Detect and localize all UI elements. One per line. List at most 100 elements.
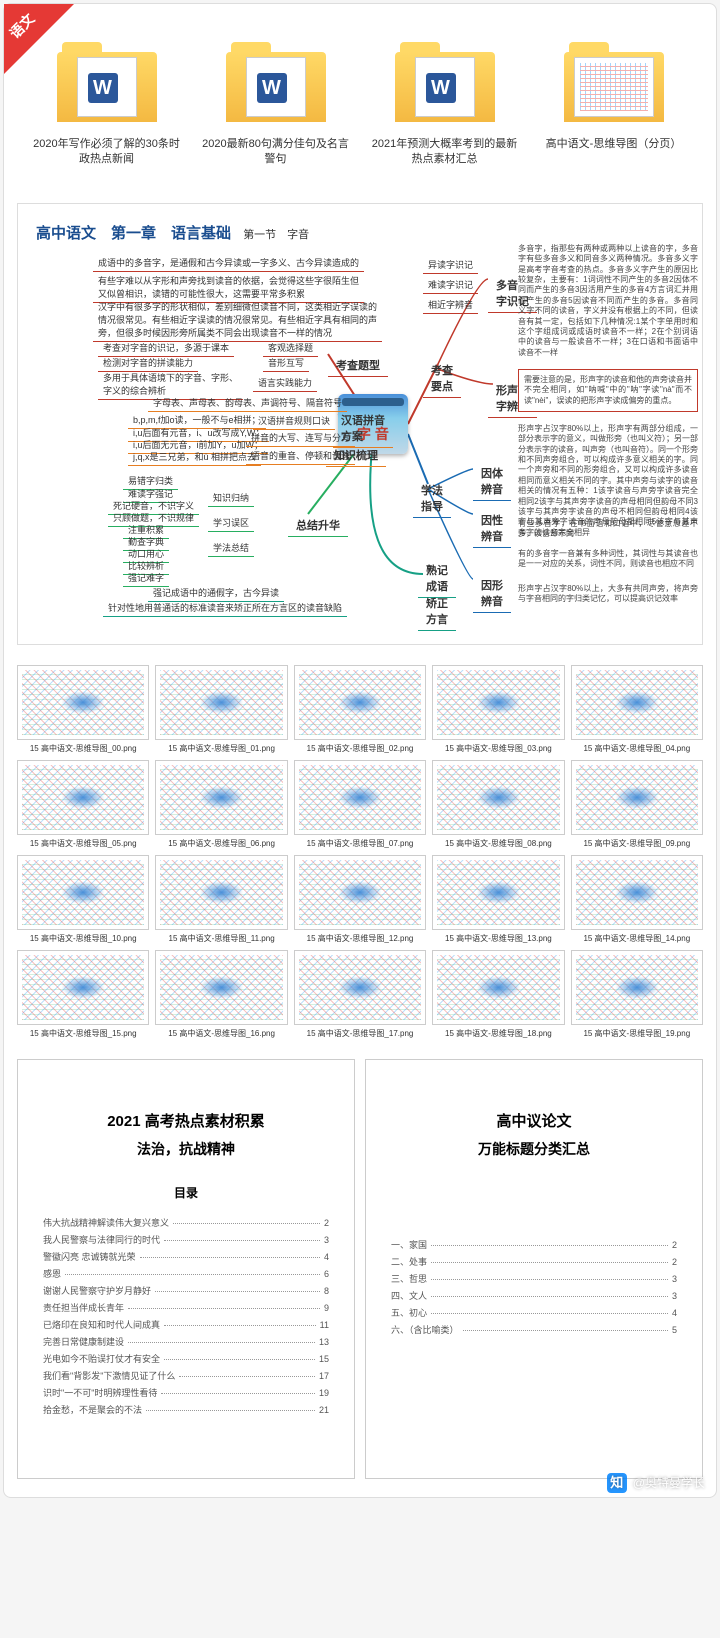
thumbnail-label: 15 高中语文-思维导图_13.png — [432, 933, 564, 944]
doc2-title: 高中议论文 — [391, 1110, 677, 1131]
thumbnail-item[interactable]: 15 高中语文-思维导图_15.png — [17, 950, 149, 1039]
mindmap-textbox: 多音字，指那些有两种或两种以上读音的字，多音字有些多音多义和同音多义两种情况。多… — [518, 244, 698, 358]
doc-page-2: 高中议论文 万能标题分类汇总 一、家国2二、处事2三、哲思3四、文人3五、初心4… — [365, 1059, 703, 1479]
mindmap-textbox: 需要注意的是，形声字的读音和他的声旁读音并不完全相同，如"呐喊"中的"呐"字读"… — [518, 369, 698, 412]
thumbnail-item[interactable]: 15 高中语文-思维导图_02.png — [294, 665, 426, 754]
mindmap-node: 语言实践能力 — [253, 374, 317, 392]
thumbnail-image — [432, 665, 564, 740]
thumbnail-item[interactable]: 15 高中语文-思维导图_18.png — [432, 950, 564, 1039]
folder-label: 高中语文-思维导图（分页） — [534, 137, 694, 152]
thumbnail-image — [432, 855, 564, 930]
toc-line: 四、文人3 — [391, 1289, 677, 1302]
thumbnail-label: 15 高中语文-思维导图_07.png — [294, 838, 426, 849]
title-sub: 第一节 字音 — [243, 229, 309, 241]
thumbnail-label: 15 高中语文-思维导图_06.png — [155, 838, 287, 849]
thumbnail-label: 15 高中语文-思维导图_18.png — [432, 1028, 564, 1039]
thumbnail-label: 15 高中语文-思维导图_09.png — [571, 838, 703, 849]
mindmap-node: 异读字识记 — [423, 256, 478, 274]
thumbnail-image — [155, 665, 287, 740]
toc-line: 五、初心4 — [391, 1306, 677, 1319]
thumbnail-item[interactable]: 15 高中语文-思维导图_07.png — [294, 760, 426, 849]
mindmap-node: 知识梳理 — [326, 444, 386, 467]
thumbnail-item[interactable]: 15 高中语文-思维导图_06.png — [155, 760, 287, 849]
zhihu-logo-icon: 知 — [607, 1473, 627, 1493]
thumbnail-item[interactable]: 15 高中语文-思维导图_08.png — [432, 760, 564, 849]
thumbnail-label: 15 高中语文-思维导图_04.png — [571, 743, 703, 754]
mindmap-node: 汉语拼音方案 — [333, 409, 393, 448]
mindmap-node: 考查要点 — [423, 359, 461, 398]
mindmap-node: 针对性地用普通话的标准读音来矫正所在方言区的读音缺陷 — [103, 599, 347, 617]
thumbnail-label: 15 高中语文-思维导图_08.png — [432, 838, 564, 849]
thumbnail-item[interactable]: 15 高中语文-思维导图_01.png — [155, 665, 287, 754]
folder-item[interactable]: 2021年预测大概率考到的最新热点素材汇总 — [365, 42, 525, 168]
mindmap-node: 汉字中有很多字的形状相似，差别细微但读音不同，这类相近字误读的情况很常见。有些相… — [93, 298, 382, 342]
thumbnail-label: 15 高中语文-思维导图_00.png — [17, 743, 149, 754]
toc-line: 已烙印在良知和时代人间成真11 — [43, 1318, 329, 1331]
mindmap-node: 学法指导 — [413, 479, 451, 518]
folder-item[interactable]: 2020最新80句满分佳句及名言警句 — [196, 42, 356, 168]
title-main: 高中语文 第一章 语言基础 — [36, 225, 231, 242]
doc2-sub: 万能标题分类汇总 — [391, 1139, 677, 1159]
thumbnail-label: 15 高中语文-思维导图_01.png — [155, 743, 287, 754]
thumbnail-image — [432, 760, 564, 835]
mindmap-canvas: 高中语文 第一章 语言基础 第一节 字音 字 音 成语中的多音字，是通假和古今异… — [28, 214, 692, 634]
mindmap-section: 高中语文 第一章 语言基础 第一节 字音 字 音 成语中的多音字，是通假和古今异… — [17, 203, 703, 645]
thumbnail-item[interactable]: 15 高中语文-思维导图_03.png — [432, 665, 564, 754]
folder-row: 2020年写作必须了解的30条时政热点新闻2020最新80句满分佳句及名言警句2… — [12, 12, 708, 188]
thumbnail-grid: 15 高中语文-思维导图_00.png 15 高中语文-思维导图_01.png 15… — [12, 655, 708, 1049]
folder-icon — [564, 42, 664, 122]
mindmap-node: 因形辨音 — [473, 574, 511, 613]
folder-icon — [395, 42, 495, 122]
thumbnail-image — [571, 760, 703, 835]
mindmap-node: 成语中的多音字，是通假和古今异读或一字多义、古今异读造成的 — [93, 254, 364, 272]
folder-item[interactable]: 高中语文-思维导图（分页） — [534, 42, 694, 168]
thumbnail-item[interactable]: 15 高中语文-思维导图_09.png — [571, 760, 703, 849]
mindmap-node: 因性辨音 — [473, 509, 511, 548]
mindmap-node: 矫正方言 — [418, 592, 456, 631]
main-page: 语文 2020年写作必须了解的30条时政热点新闻2020最新80句满分佳句及名言… — [3, 3, 717, 1498]
thumbnail-image — [571, 855, 703, 930]
toc-line: 警徽闪亮 忠诚铸就光荣4 — [43, 1250, 329, 1263]
thumbnail-label: 15 高中语文-思维导图_15.png — [17, 1028, 149, 1039]
thumbnail-label: 15 高中语文-思维导图_14.png — [571, 933, 703, 944]
doc1-sub: 法治，抗战精神 — [43, 1139, 329, 1159]
mindmap-node: 难读字识记 — [423, 276, 478, 294]
mindmap-node: 因体辨音 — [473, 462, 511, 501]
thumbnail-label: 15 高中语文-思维导图_17.png — [294, 1028, 426, 1039]
thumbnail-item[interactable]: 15 高中语文-思维导图_12.png — [294, 855, 426, 944]
thumbnail-item[interactable]: 15 高中语文-思维导图_13.png — [432, 855, 564, 944]
mindmap-node: 汉语拼音规则口诀 — [253, 412, 335, 430]
toc-line: 识时"一不可"时明辨理性看待19 — [43, 1386, 329, 1399]
thumbnail-item[interactable]: 15 高中语文-思维导图_10.png — [17, 855, 149, 944]
thumbnail-item[interactable]: 15 高中语文-思维导图_17.png — [294, 950, 426, 1039]
mindmap-node: j,q,x是三兄弟，和ü 相拼把点去 — [128, 448, 261, 466]
mindmap-node: 相近字辨音 — [423, 296, 478, 314]
toc-line: 二、处事2 — [391, 1255, 677, 1268]
thumbnail-item[interactable]: 15 高中语文-思维导图_05.png — [17, 760, 149, 849]
toc-line: 完善日常健康制建设13 — [43, 1335, 329, 1348]
thumbnail-item[interactable]: 15 高中语文-思维导图_04.png — [571, 665, 703, 754]
thumbnail-image — [432, 950, 564, 1025]
thumbnail-item[interactable]: 15 高中语文-思维导图_14.png — [571, 855, 703, 944]
thumbnail-label: 15 高中语文-思维导图_10.png — [17, 933, 149, 944]
thumbnail-label: 15 高中语文-思维导图_05.png — [17, 838, 149, 849]
toc-line: 拾金愁，不是聚会的不法21 — [43, 1403, 329, 1416]
folder-label: 2020最新80句满分佳句及名言警句 — [196, 137, 356, 168]
thumbnail-item[interactable]: 15 高中语文-思维导图_19.png — [571, 950, 703, 1039]
thumbnail-label: 15 高中语文-思维导图_02.png — [294, 743, 426, 754]
thumbnail-item[interactable]: 15 高中语文-思维导图_00.png — [17, 665, 149, 754]
mindmap-textbox: 形声字占汉字80%以上，大多有共同声旁，将声旁与字音相同的字归类记忆，可以提高识… — [518, 584, 698, 605]
thumbnail-image — [294, 760, 426, 835]
toc-line: 三、哲思3 — [391, 1272, 677, 1285]
toc-line: 光电如今不贻误打仗才有安全15 — [43, 1352, 329, 1365]
thumbnail-image — [294, 950, 426, 1025]
thumbnail-item[interactable]: 15 高中语文-思维导图_11.png — [155, 855, 287, 944]
thumbnail-image — [17, 760, 149, 835]
thumbnail-item[interactable]: 15 高中语文-思维导图_16.png — [155, 950, 287, 1039]
toc-line: 我们看"背影发"下激情见证了什么17 — [43, 1369, 329, 1382]
thumbnail-image — [17, 855, 149, 930]
thumbnail-label: 15 高中语文-思维导图_11.png — [155, 933, 287, 944]
doc1-toc-heading: 目录 — [43, 1184, 329, 1201]
doc1-toc: 伟大抗战精神解读伟大复兴意义2我人民警察与法律同行的时代3警徽闪亮 忠诚铸就光荣… — [43, 1216, 329, 1416]
toc-line: 责任担当伴成长青年9 — [43, 1301, 329, 1314]
